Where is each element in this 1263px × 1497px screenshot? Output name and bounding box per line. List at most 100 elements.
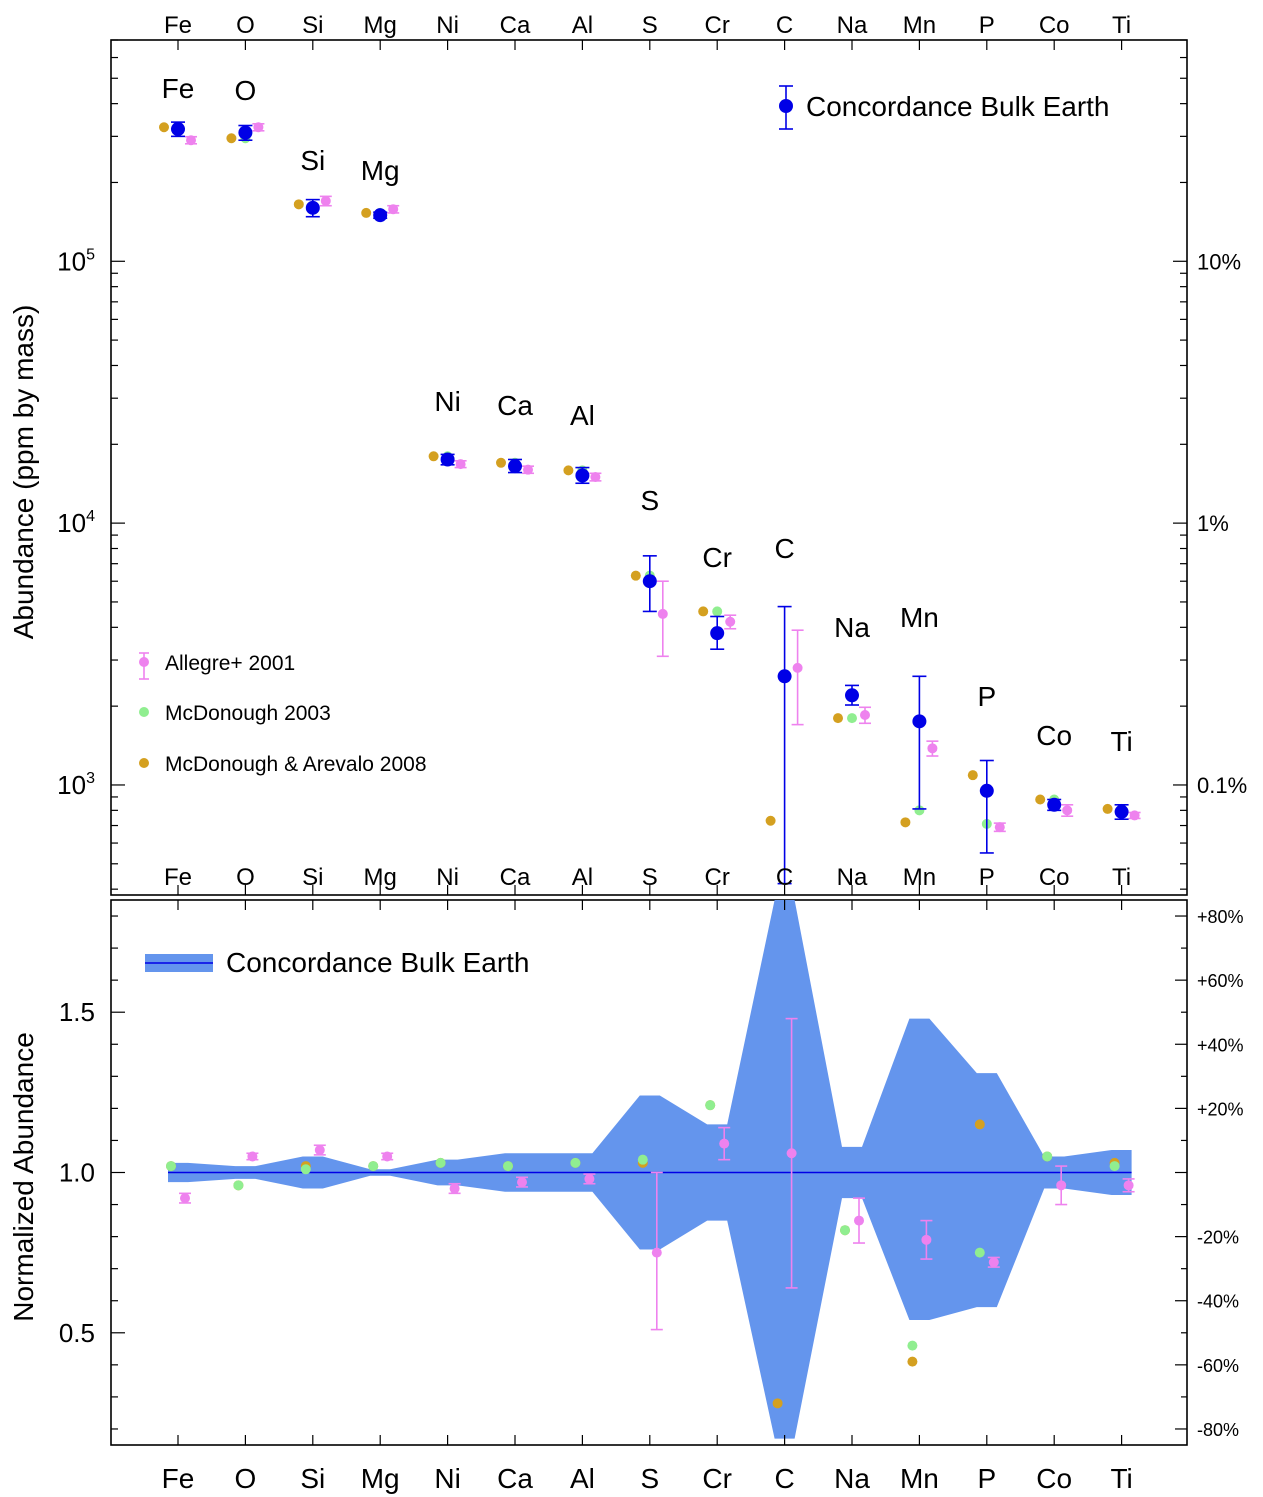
top-point-concordance-bulk-earth-cr [710,626,725,641]
top-category-label-ni: Ni [436,12,459,39]
top-inner-category-label-mg: Mg [364,864,397,891]
top-point-concordance-bulk-earth-mg [373,208,388,223]
top-point-allegre-2001-o [253,122,264,133]
bottom-point-mcdonough-2003-co [1042,1151,1053,1162]
top-point-mcdonough-2003-na [847,713,857,724]
bottom-point-allegre-2001-s [651,1247,662,1258]
top-point-concordance-bulk-earth-c [777,669,792,684]
top-point-mcdonough-arevalo-2008-ti [1102,803,1113,814]
top-category-label-ca: Ca [500,12,531,39]
bottom-point-mcdonough-2003-ca [503,1161,513,1172]
bottom-point-mcdonough-arevalo-2008-c [772,1398,783,1409]
bottom-right-tick-label: -60% [1197,1356,1239,1376]
element-annotation-s: S [640,485,659,516]
top-inner-category-label-p: P [979,864,995,891]
bottom-point-allegre-2001-o [247,1151,258,1162]
element-annotation-ni: Ni [434,386,460,417]
bottom-category-label-p: P [977,1463,996,1494]
top-point-allegre-2001-ca [523,464,533,475]
top-point-concordance-bulk-earth-p [979,783,994,798]
top-point-allegre-2001-si [320,195,331,206]
bottom-right-tick-label: +80% [1197,907,1244,927]
top-point-allegre-2001-al [590,472,601,483]
top-point-allegre-2001-ni [455,459,466,470]
top-point-mcdonough-2003-cr [712,606,723,617]
bottom-panel: Fe O Si Mg Ni Ca Al S Cr C Na Mn P Co Ti 0.5 1.0 1.5 +80% +… [8,899,1244,1494]
bottom-point-mcdonough-2003-cr [705,1100,716,1111]
top-right-tick-label: 1% [1197,511,1229,536]
top-point-allegre-2001-p [994,822,1005,833]
top-y-tick-label: 103 [57,770,95,800]
top-legend: Concordance Bulk Earth Allegre+ 2001 McDon… [139,85,1110,776]
top-right-tick-label: 0.1% [1197,773,1247,798]
bottom-right-tick-label: +60% [1197,971,1244,991]
bottom-point-allegre-2001-ni [449,1183,460,1194]
bottom-point-allegre-2001-si [314,1145,325,1156]
legend-label-allegre-2001: Allegre+ 2001 [165,652,295,675]
top-point-allegre-2001-s [657,608,668,619]
top-point-allegre-2001-na [860,710,870,721]
top-point-mcdonough-arevalo-2008-ca [496,457,506,468]
bottom-point-mcdonough-2003-o [233,1180,244,1191]
element-annotation-ti: Ti [1110,726,1132,757]
top-category-label-mn: Mn [903,12,936,39]
top-inner-category-label-ca: Ca [500,864,531,891]
bottom-category-label-al: Al [570,1463,595,1494]
bottom-category-label-c: C [774,1463,794,1494]
top-point-allegre-2001-co [1062,805,1073,816]
bottom-point-allegre-2001-c [786,1148,797,1159]
bottom-category-label-o: O [235,1463,257,1494]
top-category-label-c: C [776,12,793,39]
bottom-y-tick-label: 0.5 [59,1318,95,1348]
element-annotation-mn: Mn [900,602,939,633]
top-point-concordance-bulk-earth-s [642,574,657,589]
element-annotation-p: P [977,681,996,712]
bottom-point-mcdonough-2003-p [974,1247,985,1258]
top-category-label-mg: Mg [364,12,397,39]
top-inner-category-label-c: C [776,864,793,891]
top-point-allegre-2001-fe [186,135,196,146]
top-category-label-si: Si [302,12,323,39]
bottom-point-allegre-2001-p [988,1257,999,1268]
top-axes: Fe Fe O O Si Si Mg Mg Ni Ni Ca Ca Al Al S S Cr Cr C C Na Na Mn… [57,12,1247,895]
top-point-concordance-bulk-earth-si [305,200,320,215]
top-inner-category-label-o: O [236,864,255,891]
top-category-label-p: P [979,12,995,39]
top-category-label-cr: Cr [705,12,730,39]
top-point-concordance-bulk-earth-ti [1114,804,1129,819]
concordance-uncertainty-band [168,900,1132,1439]
top-point-mcdonough-arevalo-2008-mg [361,207,372,218]
element-annotation-mg: Mg [361,155,400,186]
top-point-allegre-2001-mn [927,743,938,754]
element-annotation-na: Na [834,612,870,643]
top-panel: Fe Fe O O Si Si Mg Mg Ni Ni Ca Ca Al Al S S Cr Cr C C Na Na Mn… [8,12,1247,896]
top-point-allegre-2001-mg [388,204,399,215]
bottom-point-mcdonough-arevalo-2008-mn [907,1356,918,1367]
bottom-point-allegre-2001-mg [382,1151,393,1162]
element-annotation-c: C [774,533,794,564]
top-point-mcdonough-arevalo-2008-o [226,133,237,144]
bottom-point-allegre-2001-al [584,1173,595,1184]
top-point-allegre-2001-cr [725,616,736,627]
legend-marker-mcdonough-arevalo-2008 [139,758,149,768]
bottom-point-allegre-2001-na [854,1215,864,1226]
bottom-category-label-co: Co [1036,1463,1072,1494]
bottom-right-tick-label: -80% [1197,1420,1239,1440]
element-annotation-o: O [235,75,257,106]
bottom-y-tick-label: 1.0 [59,1158,95,1188]
bottom-point-allegre-2001-ca [517,1177,527,1188]
top-category-label-co: Co [1039,12,1070,39]
top-inner-category-label-cr: Cr [705,864,730,891]
bottom-category-label-ni: Ni [434,1463,460,1494]
bottom-right-tick-label: +20% [1197,1099,1244,1119]
top-point-concordance-bulk-earth-ca [508,459,522,474]
top-point-mcdonough-arevalo-2008-na [833,713,843,724]
bottom-point-mcdonough-2003-na [840,1225,850,1236]
top-point-concordance-bulk-earth-fe [171,122,185,137]
top-point-concordance-bulk-earth-o [238,125,253,140]
top-point-mcdonough-arevalo-2008-p [967,770,978,781]
bottom-right-tick-label: +40% [1197,1035,1244,1055]
bottom-point-mcdonough-2003-fe [166,1161,176,1172]
bottom-band-layer [168,900,1132,1439]
bottom-point-mcdonough-2003-ti [1109,1161,1120,1172]
